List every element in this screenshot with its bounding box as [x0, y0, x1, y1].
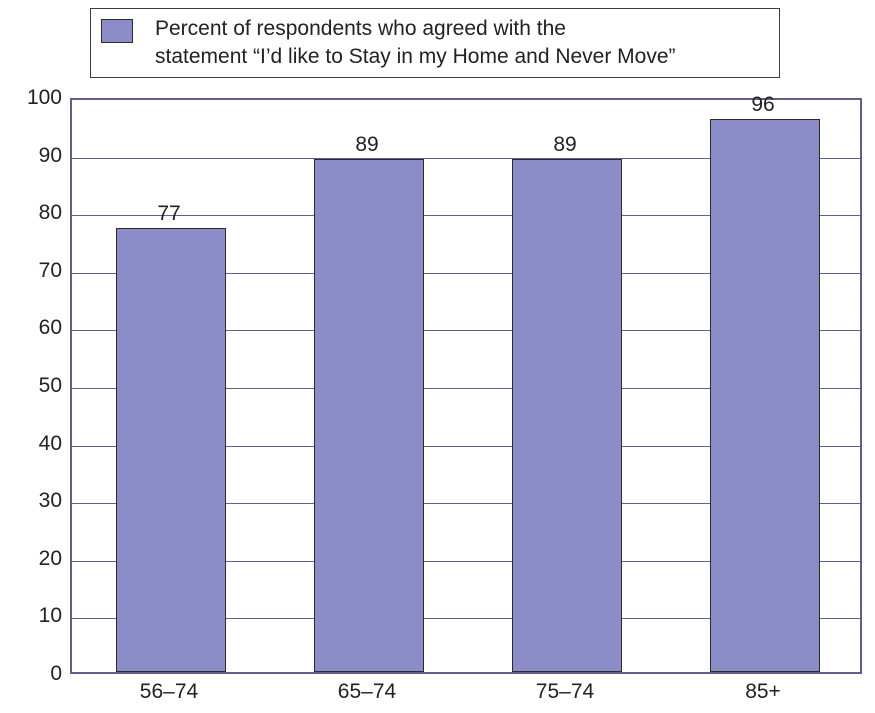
bar-value-label: 89: [355, 133, 378, 157]
y-tick-label: 60: [0, 316, 62, 340]
legend-text: Percent of respondents who agreed with t…: [155, 15, 676, 72]
x-tick-label: 65–74: [338, 680, 396, 704]
bar: [710, 119, 821, 672]
bar: [314, 159, 425, 672]
legend: Percent of respondents who agreed with t…: [90, 8, 780, 78]
y-tick-label: 30: [0, 489, 62, 513]
y-tick-label: 80: [0, 201, 62, 225]
y-tick-label: 40: [0, 432, 62, 456]
x-tick-label: 56–74: [140, 680, 198, 704]
x-tick-label: 85+: [745, 680, 781, 704]
bar: [116, 228, 227, 672]
y-tick-label: 10: [0, 604, 62, 628]
y-tick-label: 70: [0, 259, 62, 283]
legend-swatch: [101, 19, 133, 43]
plot-area: [70, 98, 862, 674]
y-tick-label: 20: [0, 547, 62, 571]
chart-container: Percent of respondents who agreed with t…: [0, 0, 875, 713]
y-tick-label: 0: [0, 662, 62, 686]
y-tick-label: 100: [0, 86, 62, 110]
bar-value-label: 77: [157, 202, 180, 226]
x-tick-label: 75–74: [536, 680, 594, 704]
y-tick-label: 90: [0, 144, 62, 168]
y-tick-label: 50: [0, 374, 62, 398]
bar-value-label: 89: [553, 133, 576, 157]
bar: [512, 159, 623, 672]
bar-value-label: 96: [751, 93, 774, 117]
